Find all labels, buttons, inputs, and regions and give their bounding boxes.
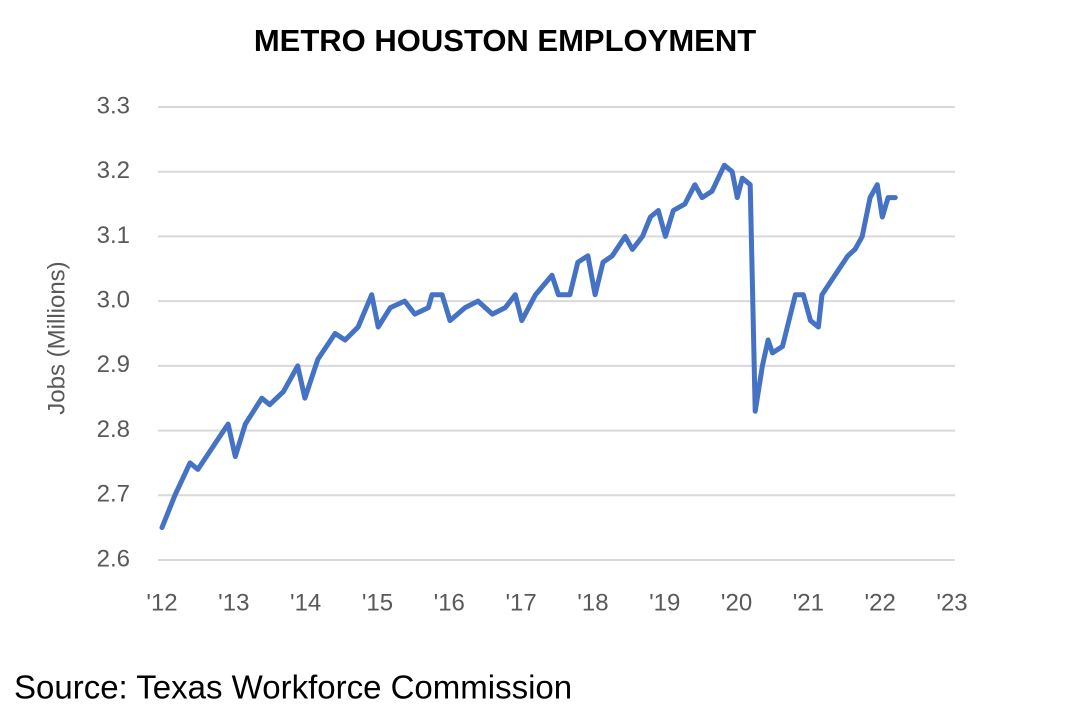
y-axis-label: Jobs (Millions) [43, 261, 70, 414]
x-tick-label: '17 [505, 589, 536, 616]
data-line [159, 162, 898, 531]
x-tick-label: '15 [362, 589, 393, 616]
x-tick-label: '13 [218, 589, 249, 616]
y-tick-label: 2.8 [97, 416, 130, 443]
y-tick-label: 3.0 [97, 286, 130, 313]
y-tick-label: 2.7 [97, 481, 130, 508]
chart-title: METRO HOUSTON EMPLOYMENT [254, 23, 756, 58]
y-tick-label: 2.6 [97, 545, 130, 572]
x-tick-label: '20 [721, 589, 752, 616]
source-note: Source: Texas Workforce Commission [14, 669, 572, 706]
x-tick-label: '14 [290, 589, 321, 616]
y-tick-label: 3.2 [97, 157, 130, 184]
x-tick-label: '16 [434, 589, 465, 616]
y-tick-label: 3.1 [97, 222, 130, 249]
x-tick-label: '18 [577, 589, 608, 616]
y-tick-label: 2.9 [97, 351, 130, 378]
x-tick-label: '19 [649, 589, 680, 616]
x-tick-label: '22 [865, 589, 896, 616]
x-tick-label: '23 [936, 589, 967, 616]
y-tick-label: 3.3 [97, 92, 130, 119]
x-tick-label: '12 [146, 589, 177, 616]
x-tick-label: '21 [793, 589, 824, 616]
